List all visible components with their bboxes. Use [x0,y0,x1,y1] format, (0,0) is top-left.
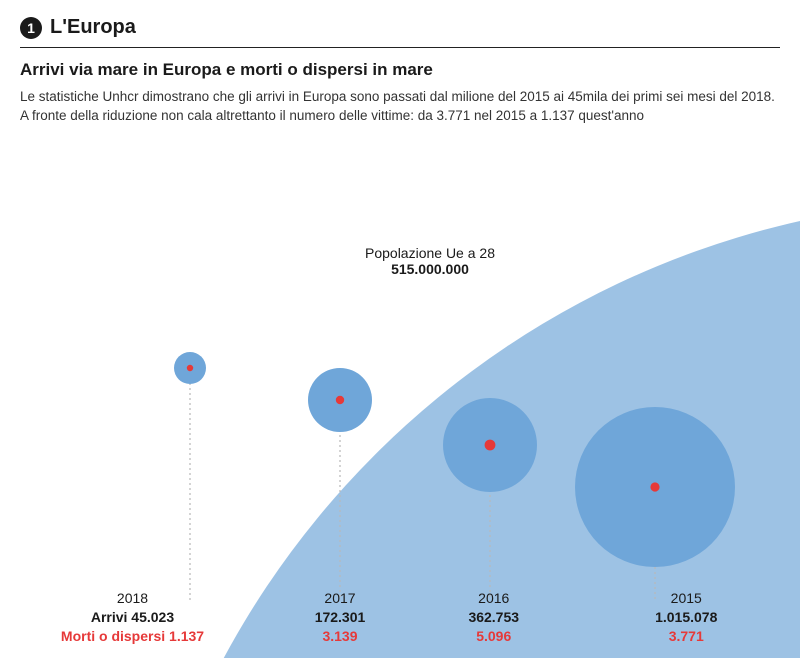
chart-description: Le statistiche Unhcr dimostrano che gli … [20,88,780,126]
arrivals-value: 1.015.078 [573,608,800,627]
year-label: 2017 [265,589,415,608]
deaths-bubble [336,396,344,404]
deaths-bubble [485,440,496,451]
deaths-value: 3.771 [573,627,800,646]
section-badge: 1 [20,17,42,39]
arrivals-value: Arrivi 45.023 [0,608,265,627]
population-value: 515.000.000 [340,261,520,277]
year-column: 20151.015.0783.771 [573,589,800,646]
year-columns: 2018Arrivi 45.023Morti o dispersi 1.1372… [0,589,800,646]
section-header: 1 L'Europa [20,16,780,48]
bubble-chart: Popolazione Ue a 28 515.000.000 [0,150,800,658]
year-column: 2016362.7535.096 [415,589,573,646]
year-column: 2018Arrivi 45.023Morti o dispersi 1.137 [0,589,265,646]
deaths-value: Morti o dispersi 1.137 [0,627,265,646]
arrivals-value: 172.301 [265,608,415,627]
population-caption: Popolazione Ue a 28 [340,245,520,261]
section-title: L'Europa [50,16,136,39]
year-label: 2018 [0,589,265,608]
chart-title: Arrivi via mare in Europa e morti o disp… [20,60,780,80]
year-label: 2016 [415,589,573,608]
year-label: 2015 [573,589,800,608]
deaths-value: 5.096 [415,627,573,646]
deaths-bubble [187,365,193,371]
population-label: Popolazione Ue a 28 515.000.000 [340,245,520,277]
arrivals-value: 362.753 [415,608,573,627]
year-column: 2017172.3013.139 [265,589,415,646]
deaths-bubble [650,482,659,491]
deaths-value: 3.139 [265,627,415,646]
